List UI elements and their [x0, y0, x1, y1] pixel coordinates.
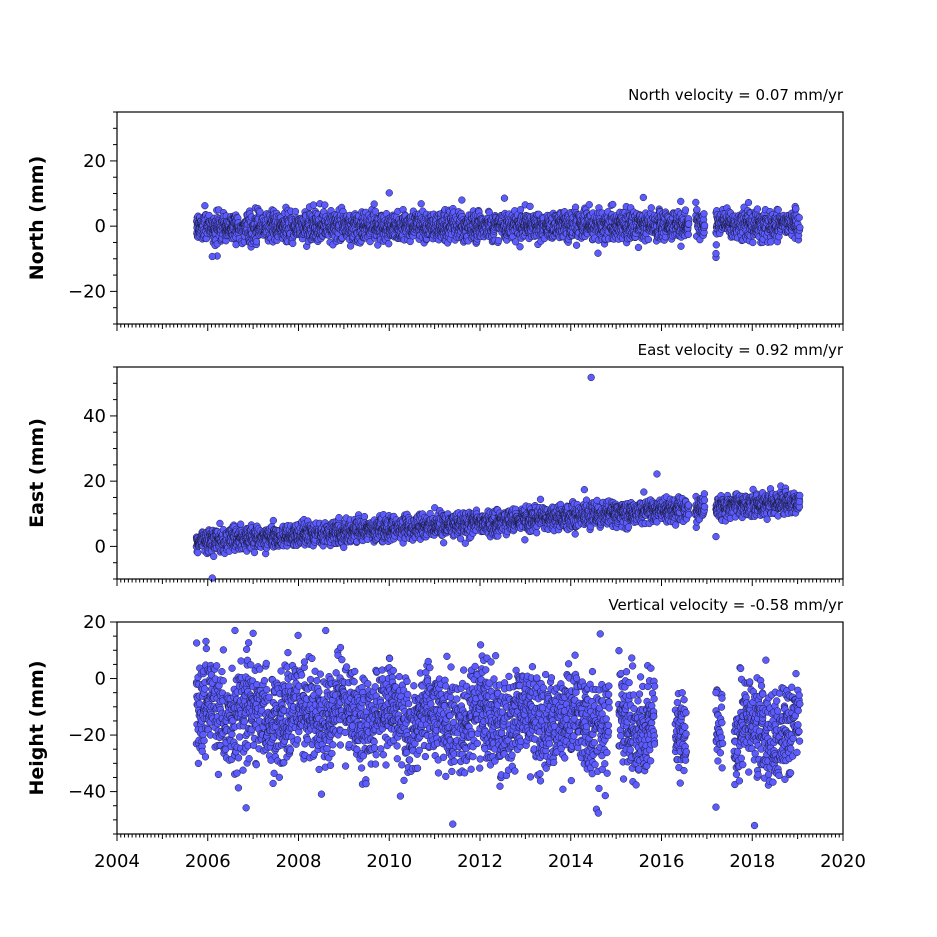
north-data-point — [609, 200, 617, 209]
north-data-point — [677, 242, 685, 250]
east-data-point — [237, 520, 245, 528]
north-outlier-point — [385, 189, 393, 197]
north-data-point — [700, 221, 709, 230]
north-data-point — [256, 208, 264, 216]
north-axis-label: North (mm) — [26, 156, 48, 281]
north-data-point — [796, 223, 804, 232]
north-data-point — [385, 240, 393, 248]
north-data-point — [792, 205, 800, 213]
north-data-point — [309, 201, 318, 209]
north-data-point — [252, 237, 261, 246]
east-data-point — [216, 519, 224, 528]
north-data-point — [370, 200, 378, 208]
north-data-point — [485, 208, 493, 217]
north-data-point — [494, 236, 503, 245]
north-data-point — [712, 241, 720, 249]
north-data-point — [634, 243, 643, 252]
north-data-point — [693, 205, 701, 214]
east-data-point — [335, 513, 343, 522]
north-data-point — [585, 201, 593, 209]
north-y-tick-label: 0 — [95, 216, 106, 237]
east-data-point — [194, 549, 202, 557]
north-outlier-point — [208, 252, 216, 261]
north-data-point — [744, 198, 753, 207]
north-data-point — [684, 230, 692, 239]
east-data-point — [360, 512, 369, 521]
north-data-point — [677, 197, 685, 206]
north-velocity-label: North velocity = 0.07 mm/yr — [628, 86, 844, 104]
north-data-point — [500, 194, 509, 202]
north-y-axis: −20 0 20 — [68, 111, 117, 325]
north-outlier-point — [639, 193, 647, 202]
north-data-point — [346, 242, 355, 250]
north-data-point — [647, 204, 655, 212]
north-data-point — [774, 206, 782, 214]
north-data-point — [321, 201, 329, 209]
north-data-point — [371, 207, 380, 215]
north-data-point — [767, 238, 775, 246]
north-y-tick-label: 20 — [83, 151, 106, 172]
north-data-point — [417, 200, 425, 208]
north-data-point — [681, 206, 690, 214]
north-outlier-point — [594, 249, 602, 257]
north-outlier-point — [458, 196, 466, 204]
north-data-point — [692, 198, 700, 207]
north-data-point — [644, 235, 653, 244]
east-data-point — [440, 539, 448, 547]
north-y-tick-label: −20 — [68, 281, 106, 302]
north-data-point — [795, 213, 803, 222]
north-data-point — [685, 220, 693, 228]
north-outlier-point — [712, 249, 720, 258]
east-scatter-points — [192, 373, 804, 582]
north-data-point — [700, 210, 708, 218]
north-panel: −20 0 20 North (mm) North velocity = 0.07 … — [26, 86, 844, 331]
north-x-axis — [116, 324, 844, 331]
north-data-point — [516, 243, 524, 251]
north-data-point — [753, 205, 762, 213]
north-data-point — [749, 238, 757, 247]
north-data-point — [572, 241, 581, 249]
east-data-point — [210, 552, 218, 561]
north-data-point — [526, 202, 534, 211]
east-data-point — [269, 516, 278, 525]
north-data-point — [291, 207, 300, 216]
north-scatter-points — [193, 189, 804, 262]
north-data-point — [201, 202, 209, 210]
east-data-point — [250, 548, 259, 557]
north-data-point — [289, 239, 297, 248]
